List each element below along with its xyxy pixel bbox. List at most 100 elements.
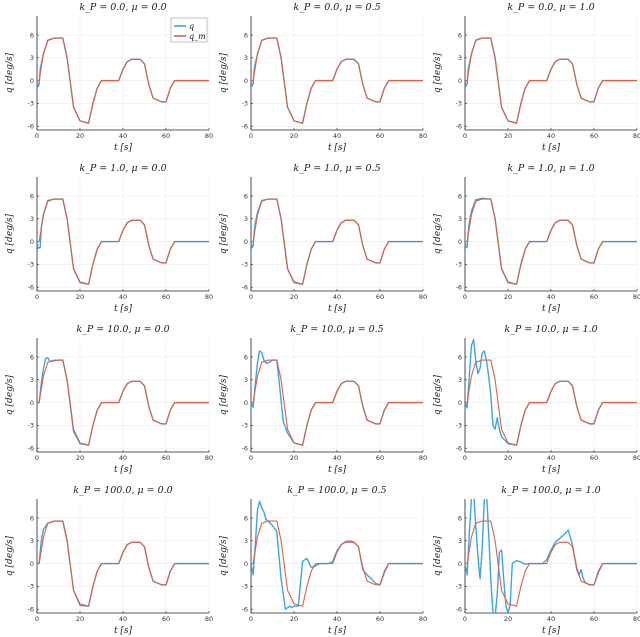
- series-qm-line: [251, 37, 423, 124]
- panel-4: k_P = 1.0, μ = 0.0 0 20 40 60 80 -6 -3 0 3 6 q [deg…: [5, 163, 213, 314]
- y-tick-label: -3: [456, 583, 462, 591]
- y-tick-label: -6: [456, 606, 462, 614]
- series-qm-line: [465, 37, 637, 124]
- y-tick-label: 6: [458, 192, 462, 200]
- y-tick-label: 3: [244, 376, 248, 384]
- x-tick-label: 60: [376, 293, 384, 301]
- series-qm-line: [37, 198, 209, 285]
- x-tick-label: 60: [162, 615, 170, 623]
- y-tick-label: 3: [244, 537, 248, 545]
- panel-1: k_P = 0.0, μ = 0.0 0 20 40 60 80 -6 -3 0 3 6 q [deg…: [5, 2, 213, 153]
- y-tick-label: -6: [28, 606, 34, 614]
- x-tick-label: 40: [119, 615, 127, 623]
- y-axis-label: q [deg/s]: [433, 535, 443, 576]
- series-qm-line: [37, 520, 209, 607]
- x-axis-label: t [s]: [114, 626, 133, 636]
- x-tick-label: 80: [633, 615, 640, 623]
- x-tick-label: 40: [547, 454, 555, 462]
- x-tick-label: 60: [162, 293, 170, 301]
- x-tick-label: 60: [376, 132, 384, 140]
- y-tick-label: 6: [458, 514, 462, 522]
- x-tick-label: 20: [504, 132, 512, 140]
- x-tick-label: 80: [205, 293, 213, 301]
- panel-5: k_P = 1.0, μ = 0.5 0 20 40 60 80 -6 -3 0 3 6 q [deg…: [219, 163, 427, 314]
- y-tick-label: 0: [458, 560, 462, 568]
- y-tick-label: -3: [28, 422, 34, 430]
- x-axis-label: t [s]: [542, 626, 561, 636]
- x-tick-label: 0: [463, 454, 467, 462]
- x-axis-label: t [s]: [542, 143, 561, 153]
- y-axis-label: q [deg/s]: [5, 374, 15, 415]
- x-tick-label: 20: [76, 132, 84, 140]
- x-tick-label: 20: [76, 454, 84, 462]
- x-tick-label: 80: [419, 132, 427, 140]
- y-tick-label: 0: [244, 399, 248, 407]
- x-tick-label: 60: [590, 132, 598, 140]
- y-tick-label: -3: [456, 422, 462, 430]
- x-tick-label: 80: [205, 454, 213, 462]
- panel-title: k_P = 0.0, μ = 0.0: [79, 2, 166, 13]
- panel-title: k_P = 10.0, μ = 0.0: [76, 324, 169, 335]
- y-axis-label: q [deg/s]: [219, 213, 229, 254]
- x-tick-label: 40: [119, 132, 127, 140]
- y-tick-label: 6: [30, 192, 34, 200]
- y-tick-label: -6: [242, 284, 248, 292]
- series-q-line: [251, 500, 423, 610]
- x-tick-label: 80: [419, 293, 427, 301]
- panel-10: k_P = 100.0, μ = 0.0 0 20 40 60 80 -6 -3 0 3 6 q [d…: [5, 485, 213, 636]
- x-tick-label: 60: [376, 615, 384, 623]
- y-axis-label: q [deg/s]: [219, 52, 229, 93]
- y-tick-label: 3: [30, 215, 34, 223]
- y-tick-label: 6: [458, 353, 462, 361]
- y-tick-label: 0: [30, 399, 34, 407]
- y-axis-label: q [deg/s]: [5, 52, 15, 93]
- y-axis-label: q [deg/s]: [433, 374, 443, 415]
- y-tick-label: -3: [28, 100, 34, 108]
- series-qm-line: [251, 520, 423, 607]
- x-tick-label: 80: [205, 615, 213, 623]
- x-axis-label: t [s]: [328, 143, 347, 153]
- x-tick-label: 0: [35, 293, 39, 301]
- y-tick-label: -6: [456, 123, 462, 131]
- y-tick-label: -6: [242, 606, 248, 614]
- series-qm-line: [37, 359, 209, 446]
- x-tick-label: 0: [249, 132, 253, 140]
- x-tick-label: 20: [290, 454, 298, 462]
- y-tick-label: -6: [456, 284, 462, 292]
- panel-title: k_P = 1.0, μ = 0.5: [293, 163, 380, 174]
- y-tick-label: 6: [244, 31, 248, 39]
- x-tick-label: 0: [249, 615, 253, 623]
- x-tick-label: 40: [547, 293, 555, 301]
- y-tick-label: 6: [30, 31, 34, 39]
- series-qm-line: [37, 37, 209, 124]
- panel-title: k_P = 10.0, μ = 0.5: [290, 324, 383, 335]
- panel-title: k_P = 1.0, μ = 0.0: [79, 163, 166, 174]
- panel-9: k_P = 10.0, μ = 1.0 0 20 40 60 80 -6 -3 0 3 6 q [de…: [433, 324, 640, 475]
- x-tick-label: 40: [119, 454, 127, 462]
- x-tick-label: 40: [547, 132, 555, 140]
- y-tick-label: -6: [242, 123, 248, 131]
- y-tick-label: 6: [244, 514, 248, 522]
- y-axis-label: q [deg/s]: [219, 374, 229, 415]
- x-tick-label: 0: [35, 454, 39, 462]
- y-tick-label: 0: [30, 560, 34, 568]
- x-tick-label: 60: [376, 454, 384, 462]
- y-tick-label: 6: [458, 31, 462, 39]
- x-tick-label: 0: [249, 454, 253, 462]
- y-tick-label: 6: [30, 353, 34, 361]
- y-tick-label: -3: [242, 261, 248, 269]
- x-tick-label: 80: [419, 454, 427, 462]
- y-tick-label: -3: [28, 583, 34, 591]
- y-tick-label: -3: [28, 261, 34, 269]
- series-qm-line: [465, 520, 637, 607]
- y-tick-label: 0: [30, 77, 34, 85]
- y-tick-label: -3: [242, 100, 248, 108]
- panel-6: k_P = 1.0, μ = 1.0 0 20 40 60 80 -6 -3 0 3 6 q [deg…: [433, 163, 640, 314]
- series-qm-line: [465, 359, 637, 446]
- x-tick-label: 0: [463, 132, 467, 140]
- x-axis-label: t [s]: [328, 465, 347, 475]
- y-tick-label: -3: [456, 261, 462, 269]
- y-axis-label: q [deg/s]: [5, 535, 15, 576]
- x-tick-label: 20: [290, 615, 298, 623]
